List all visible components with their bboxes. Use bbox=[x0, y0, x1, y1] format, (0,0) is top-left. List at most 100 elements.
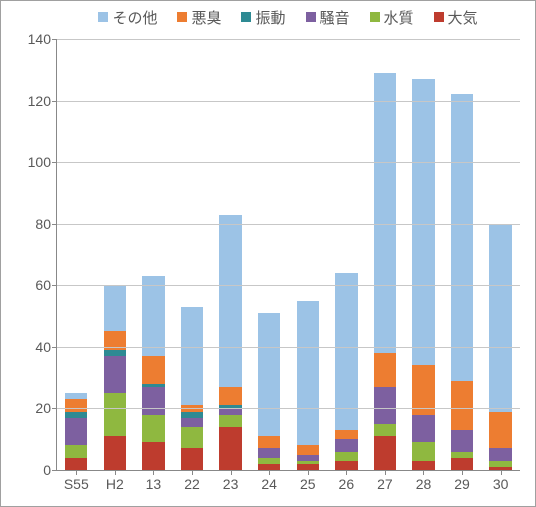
bar-segment bbox=[335, 273, 357, 430]
legend-item: 振動 bbox=[241, 7, 285, 28]
bar-slot: 25 bbox=[288, 39, 327, 470]
bar bbox=[374, 73, 396, 470]
bar-segment bbox=[412, 79, 434, 365]
gridline bbox=[57, 408, 520, 409]
bar-segment bbox=[412, 442, 434, 460]
legend-label: 振動 bbox=[255, 7, 285, 28]
bar-segment bbox=[412, 415, 434, 443]
bar-segment bbox=[335, 461, 357, 470]
xtick-label: 23 bbox=[223, 470, 239, 492]
bar-segment bbox=[258, 436, 280, 448]
chart-container: その他 悪臭 振動 騒音水質 大気 S55H213222324252627282930 … bbox=[0, 0, 536, 507]
ytick-label: 40 bbox=[35, 339, 57, 355]
bar-segment bbox=[142, 415, 164, 443]
xtick-label: 13 bbox=[146, 470, 162, 492]
legend-label: 大気 bbox=[448, 7, 478, 28]
ytick-label: 140 bbox=[28, 31, 57, 47]
ytick-label: 60 bbox=[35, 277, 57, 293]
bar-slot: 30 bbox=[481, 39, 520, 470]
xtick-label: 30 bbox=[493, 470, 509, 492]
legend: その他 悪臭 振動 騒音水質 大気 bbox=[51, 7, 525, 27]
gridline bbox=[57, 39, 520, 40]
bar-slot: 13 bbox=[134, 39, 173, 470]
bar-segment bbox=[65, 445, 87, 457]
bar-segment bbox=[65, 458, 87, 470]
bar-segment bbox=[489, 224, 511, 412]
bar-segment bbox=[297, 301, 319, 446]
bar-segment bbox=[219, 415, 241, 427]
legend-item: 悪臭 bbox=[177, 7, 221, 28]
legend-item: その他 bbox=[98, 7, 157, 28]
bar-slot: 29 bbox=[443, 39, 482, 470]
bar-segment bbox=[489, 448, 511, 460]
gridline bbox=[57, 347, 520, 348]
bar-segment bbox=[181, 427, 203, 449]
xtick-label: 26 bbox=[339, 470, 355, 492]
bars-container: S55H213222324252627282930 bbox=[57, 39, 520, 470]
bar-segment bbox=[412, 461, 434, 470]
bar-slot: 24 bbox=[250, 39, 289, 470]
bar-segment bbox=[104, 356, 126, 393]
bar-slot: 28 bbox=[404, 39, 443, 470]
legend-item: 大気 bbox=[434, 7, 478, 28]
bar-segment bbox=[65, 418, 87, 446]
bar-segment bbox=[258, 313, 280, 436]
xtick-label: 29 bbox=[454, 470, 470, 492]
ytick-label: 20 bbox=[35, 400, 57, 416]
bar bbox=[65, 393, 87, 470]
gridline bbox=[57, 224, 520, 225]
xtick-label: S55 bbox=[64, 470, 89, 492]
ytick-label: 80 bbox=[35, 216, 57, 232]
legend-swatch bbox=[241, 12, 251, 22]
bar-slot: S55 bbox=[57, 39, 96, 470]
legend-swatch bbox=[98, 12, 108, 22]
bar-segment bbox=[374, 436, 396, 470]
legend-swatch bbox=[177, 12, 187, 22]
xtick-label: 27 bbox=[377, 470, 393, 492]
xtick-label: H2 bbox=[106, 470, 124, 492]
bar-segment bbox=[104, 285, 126, 331]
bar-segment bbox=[104, 436, 126, 470]
legend-swatch bbox=[434, 12, 444, 22]
legend-label: その他 bbox=[112, 7, 157, 28]
gridline bbox=[57, 162, 520, 163]
bar-segment bbox=[451, 94, 473, 380]
bar-slot: H2 bbox=[96, 39, 135, 470]
bar-segment bbox=[374, 353, 396, 387]
bar-segment bbox=[219, 427, 241, 470]
bar-segment bbox=[335, 430, 357, 439]
legend-label: 騒音 bbox=[320, 7, 350, 28]
legend-swatch bbox=[370, 12, 380, 22]
bar-segment bbox=[181, 307, 203, 406]
bar-segment bbox=[451, 381, 473, 430]
xtick-label: 24 bbox=[261, 470, 277, 492]
ytick-label: 120 bbox=[28, 93, 57, 109]
bar-segment bbox=[297, 445, 319, 454]
bar-segment bbox=[335, 439, 357, 451]
bar-segment bbox=[181, 418, 203, 427]
plot-area: S55H213222324252627282930 02040608010012… bbox=[56, 39, 520, 471]
ytick-label: 0 bbox=[43, 462, 57, 478]
bar-slot: 23 bbox=[211, 39, 250, 470]
legend-label: 悪臭 bbox=[191, 7, 221, 28]
bar-segment bbox=[142, 356, 164, 384]
bar bbox=[181, 307, 203, 470]
bar-segment bbox=[65, 399, 87, 411]
bar-slot: 26 bbox=[327, 39, 366, 470]
bar-segment bbox=[374, 387, 396, 424]
bar-slot: 22 bbox=[173, 39, 212, 470]
bar bbox=[104, 285, 126, 470]
bar bbox=[258, 313, 280, 470]
bar-segment bbox=[104, 393, 126, 436]
bar-segment bbox=[142, 442, 164, 470]
bar-segment bbox=[181, 448, 203, 470]
bar-segment bbox=[451, 458, 473, 470]
legend-item: 騒音 bbox=[306, 7, 350, 28]
bar-slot: 27 bbox=[366, 39, 405, 470]
xtick-label: 25 bbox=[300, 470, 316, 492]
bar-segment bbox=[142, 276, 164, 356]
gridline bbox=[57, 101, 520, 102]
legend-item: 水質 bbox=[370, 7, 414, 28]
bar bbox=[412, 79, 434, 470]
bar bbox=[297, 301, 319, 470]
